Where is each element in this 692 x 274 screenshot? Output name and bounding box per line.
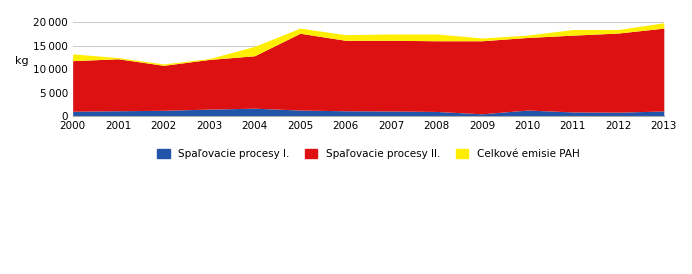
- Legend: Spaľovacie procesy I., Spaľovacie procesy II., Celkové emisie PAH: Spaľovacie procesy I., Spaľovacie proces…: [153, 145, 583, 164]
- Y-axis label: kg: kg: [15, 56, 28, 65]
